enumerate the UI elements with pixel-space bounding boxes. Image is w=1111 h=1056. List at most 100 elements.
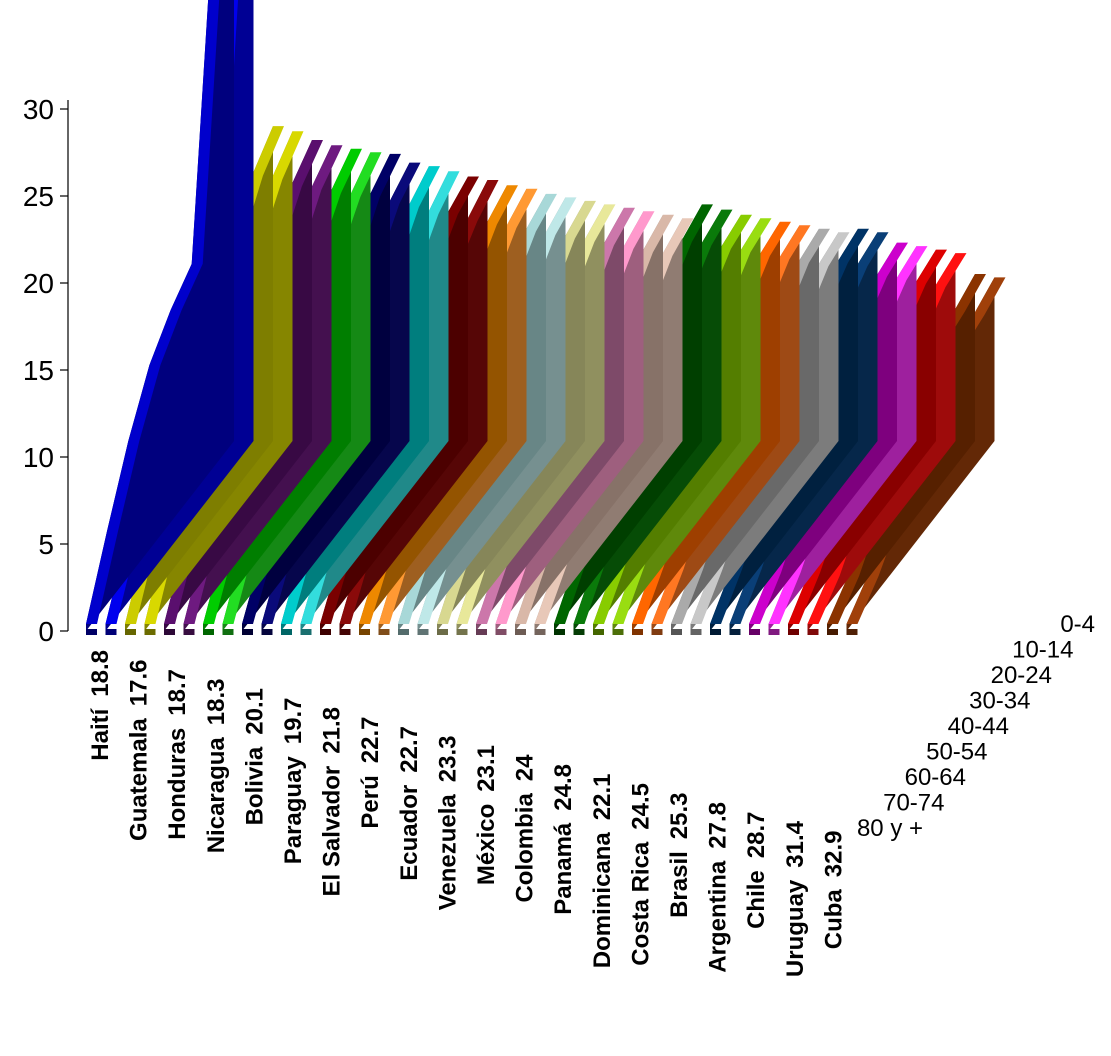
ribbon-foot bbox=[690, 629, 702, 635]
ribbon-foot bbox=[554, 629, 565, 635]
category-label: Panamá 24.8 bbox=[550, 764, 577, 915]
ribbon-foot bbox=[827, 629, 838, 635]
ribbon-foot bbox=[788, 629, 799, 635]
category-value: 32.9 bbox=[820, 831, 847, 878]
ribbon-foot bbox=[261, 629, 273, 635]
ribbon-foot bbox=[281, 629, 292, 635]
ribbon-foot bbox=[671, 629, 682, 635]
category-labels: Haití 18.8 Guatemala 17.6 Honduras 18.7 Nicara… bbox=[87, 650, 847, 977]
ribbon-foot bbox=[105, 629, 117, 635]
category-name: Nicaragua bbox=[203, 737, 230, 854]
category-name: Colombia bbox=[512, 793, 539, 903]
ribbon-foot bbox=[86, 629, 97, 635]
category-name: Venezuela bbox=[434, 794, 461, 911]
ribbon-foot bbox=[125, 629, 136, 635]
category-label: Brasil 25.3 bbox=[666, 793, 693, 918]
category-label: Venezuela 23.3 bbox=[434, 736, 461, 911]
category-label: Ecuador 22.7 bbox=[396, 726, 423, 881]
category-value: 18.3 bbox=[203, 679, 230, 726]
category-label: Nicaragua 18.3 bbox=[203, 679, 230, 854]
category-name: Brasil bbox=[666, 851, 693, 918]
depth-tick-label: 10-14 bbox=[1012, 637, 1073, 664]
category-value: 22.7 bbox=[396, 726, 423, 773]
y-tick-label: 15 bbox=[23, 355, 54, 386]
category-value: 23.3 bbox=[434, 736, 461, 783]
category-label: Guatemala 17.6 bbox=[126, 660, 153, 841]
depth-tick-label: 30-34 bbox=[969, 688, 1030, 715]
category-label: Chile 28.7 bbox=[743, 812, 770, 929]
category-name: Guatemala bbox=[126, 718, 153, 841]
ribbon-foot bbox=[144, 629, 156, 635]
category-name: Paraguay bbox=[280, 756, 307, 865]
category-value: 17.6 bbox=[126, 660, 153, 707]
ribbon-foot bbox=[183, 629, 195, 635]
ribbon-foot bbox=[807, 629, 819, 635]
category-name: Dominicana bbox=[589, 832, 616, 969]
category-value: 31.4 bbox=[782, 820, 809, 867]
ribbon-foot bbox=[729, 629, 741, 635]
ribbon-foot bbox=[573, 629, 585, 635]
category-label: Dominicana 22.1 bbox=[589, 774, 616, 969]
ribbon-foot bbox=[768, 629, 780, 635]
ribbon-foot bbox=[398, 629, 409, 635]
depth-axis-labels: 0-410-1420-2430-3440-4450-5460-6470-7480… bbox=[857, 611, 1095, 842]
ribbon-foot bbox=[593, 629, 604, 635]
category-value: 25.3 bbox=[666, 793, 693, 840]
category-name: Ecuador bbox=[396, 785, 423, 881]
y-tick-label: 5 bbox=[38, 529, 54, 560]
ribbon-foot bbox=[476, 629, 487, 635]
category-value: 24 bbox=[512, 754, 539, 781]
category-name: México bbox=[473, 804, 500, 885]
ribbon-foot bbox=[339, 629, 351, 635]
y-tick-label: 20 bbox=[23, 268, 54, 299]
y-tick-label: 30 bbox=[23, 94, 54, 125]
ribbon-foot bbox=[495, 629, 507, 635]
category-value: 24.5 bbox=[627, 783, 654, 830]
category-value: 18.8 bbox=[87, 650, 114, 697]
category-label: Cuba 32.9 bbox=[820, 831, 847, 950]
y-tick-label: 0 bbox=[38, 616, 54, 647]
depth-tick-label: 60-64 bbox=[905, 764, 966, 791]
category-name: Uruguay bbox=[782, 879, 809, 977]
ribbon-foot bbox=[632, 629, 643, 635]
ribbon-foot bbox=[612, 629, 624, 635]
category-value: 27.8 bbox=[705, 802, 732, 849]
category-label: Perú 22.7 bbox=[357, 717, 384, 829]
ribbon-foot bbox=[320, 629, 331, 635]
y-tick-label: 10 bbox=[23, 442, 54, 473]
category-label: México 23.1 bbox=[473, 745, 500, 885]
category-value: 24.8 bbox=[550, 764, 577, 811]
category-name: Panamá bbox=[550, 822, 577, 915]
ribbon-foot bbox=[437, 629, 448, 635]
category-label: Uruguay 31.4 bbox=[782, 820, 809, 977]
category-name: Honduras bbox=[164, 728, 191, 840]
ribbon-foot bbox=[846, 629, 858, 635]
category-label: Bolivia 20.1 bbox=[241, 688, 268, 825]
depth-tick-label: 0-4 bbox=[1060, 611, 1095, 638]
ribbon-foot bbox=[515, 629, 526, 635]
depth-tick-label: 50-54 bbox=[926, 739, 987, 766]
category-name: El Salvador bbox=[319, 766, 346, 897]
ribbon-foot bbox=[710, 629, 721, 635]
category-name: Chile bbox=[743, 870, 770, 929]
ribbon-foot bbox=[242, 629, 253, 635]
ribbon-foot bbox=[300, 629, 312, 635]
category-label: Colombia 24 bbox=[512, 754, 539, 903]
category-value: 20.1 bbox=[241, 688, 268, 735]
category-name: Perú bbox=[357, 775, 384, 828]
depth-tick-label: 70-74 bbox=[883, 790, 944, 817]
ribbon-foot bbox=[417, 629, 429, 635]
category-name: Cuba bbox=[820, 889, 847, 950]
ribbon-foot bbox=[359, 629, 370, 635]
category-label: Costa Rica 24.5 bbox=[627, 783, 654, 966]
ribbon-foot bbox=[456, 629, 468, 635]
category-value: 21.8 bbox=[319, 707, 346, 754]
ribbon-group bbox=[86, 0, 1006, 635]
ribbon-foot bbox=[164, 629, 175, 635]
y-axis: 0 5 10 15 20 25 30 bbox=[23, 94, 69, 647]
category-name: Bolivia bbox=[241, 746, 268, 825]
ribbon-foot bbox=[749, 629, 760, 635]
ribbon-foot bbox=[222, 629, 234, 635]
ribbon-top bbox=[86, 0, 220, 624]
category-name: Argentina bbox=[705, 860, 732, 973]
